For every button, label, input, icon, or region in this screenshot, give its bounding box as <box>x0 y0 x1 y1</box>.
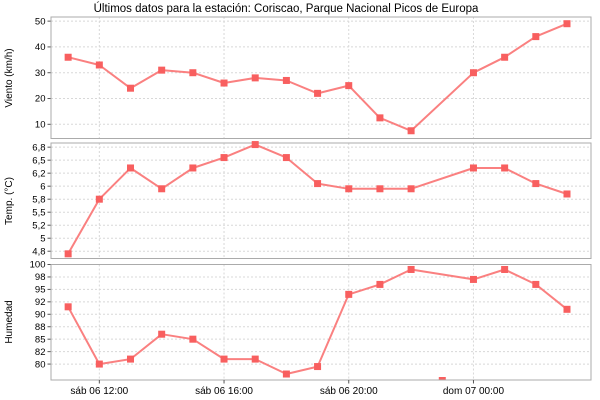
data-point-marker <box>407 185 415 193</box>
chart-title: Últimos datos para la estación: Coriscao… <box>94 2 479 15</box>
x-tick-label: sáb 06 12:00 <box>70 386 128 397</box>
data-point-marker <box>314 363 322 371</box>
y-tick-label: 100 <box>30 260 46 271</box>
data-point-marker <box>220 79 228 87</box>
data-point-marker <box>345 185 353 193</box>
data-point-marker <box>251 355 259 363</box>
data-point-marker <box>158 185 166 193</box>
data-point-marker <box>345 82 353 90</box>
data-point-marker <box>64 303 72 311</box>
data-point-marker <box>220 355 228 363</box>
y-tick-label: 5 <box>40 233 45 244</box>
data-point-marker <box>189 335 197 343</box>
data-point-marker <box>251 141 259 149</box>
y-tick-label: 90 <box>35 309 46 320</box>
x-tick-label: dom 07 00:00 <box>443 386 505 397</box>
data-point-marker <box>64 250 72 258</box>
data-point-marker <box>376 280 384 288</box>
data-point-marker <box>345 290 353 298</box>
y-tick-label: 5,8 <box>32 194 45 205</box>
data-point-marker <box>282 154 290 162</box>
data-point-marker <box>469 69 477 77</box>
data-point-marker <box>563 305 571 313</box>
data-point-marker <box>220 154 228 162</box>
y-tick-label: 92 <box>35 297 46 308</box>
y-tick-label: 88 <box>35 322 46 333</box>
y-tick-label: 95 <box>35 285 46 296</box>
plot-border <box>50 142 592 259</box>
data-point-marker <box>64 53 72 61</box>
data-point-marker <box>501 53 509 61</box>
data-point-marker <box>158 330 166 338</box>
data-point-marker <box>282 370 290 378</box>
plot-border <box>50 264 592 381</box>
data-point-marker <box>407 127 415 135</box>
plot-border <box>50 16 592 139</box>
data-point-marker <box>563 190 571 198</box>
clipped-marker-artifact <box>438 377 446 380</box>
y-tick-label: 6,5 <box>32 155 45 166</box>
y-tick-label: 5,5 <box>32 207 45 218</box>
y-tick-label: 50 <box>35 16 46 27</box>
data-point-marker <box>532 280 540 288</box>
y-tick-label: 6,8 <box>32 142 45 153</box>
y-axis-label-humidity: Humedad <box>4 300 15 343</box>
data-point-marker <box>251 74 259 82</box>
data-point-marker <box>189 164 197 172</box>
data-point-marker <box>501 164 509 172</box>
y-tick-label: 6,2 <box>32 168 45 179</box>
y-tick-label: 10 <box>35 120 46 131</box>
y-axis-label-temp: Temp. (°C) <box>4 177 15 225</box>
data-line <box>67 268 568 375</box>
data-point-marker <box>95 61 103 69</box>
data-point-marker <box>376 114 384 122</box>
data-point-marker <box>469 275 477 283</box>
data-point-marker <box>127 355 135 363</box>
data-point-marker <box>127 164 135 172</box>
y-tick-label: 4,8 <box>32 246 45 257</box>
data-point-marker <box>469 164 477 172</box>
data-point-marker <box>563 20 571 28</box>
data-point-marker <box>158 66 166 74</box>
data-point-marker <box>189 69 197 77</box>
y-tick-label: 20 <box>35 94 46 105</box>
x-tick-label: sáb 06 16:00 <box>195 386 253 397</box>
data-point-marker <box>532 180 540 188</box>
y-tick-label: 5,2 <box>32 220 45 231</box>
data-point-marker <box>407 265 415 273</box>
data-line <box>67 143 568 255</box>
y-tick-label: 82 <box>35 347 46 358</box>
y-tick-label: 30 <box>35 68 46 79</box>
data-point-marker <box>95 195 103 203</box>
data-point-marker <box>95 360 103 368</box>
data-point-marker <box>127 84 135 92</box>
y-tick-label: 98 <box>35 272 46 283</box>
y-tick-label: 80 <box>35 359 46 370</box>
y-tick-label: 40 <box>35 42 46 53</box>
data-line <box>67 22 568 132</box>
data-point-marker <box>376 185 384 193</box>
data-point-marker <box>282 76 290 84</box>
x-tick-label: sáb 06 20:00 <box>320 386 378 397</box>
y-tick-label: 6 <box>40 181 45 192</box>
data-point-marker <box>314 180 322 188</box>
data-point-marker <box>314 89 322 97</box>
y-axis-label-wind: Viento (km/h) <box>4 48 15 107</box>
y-tick-label: 85 <box>35 334 46 345</box>
data-point-marker <box>501 265 509 273</box>
data-point-marker <box>532 33 540 41</box>
